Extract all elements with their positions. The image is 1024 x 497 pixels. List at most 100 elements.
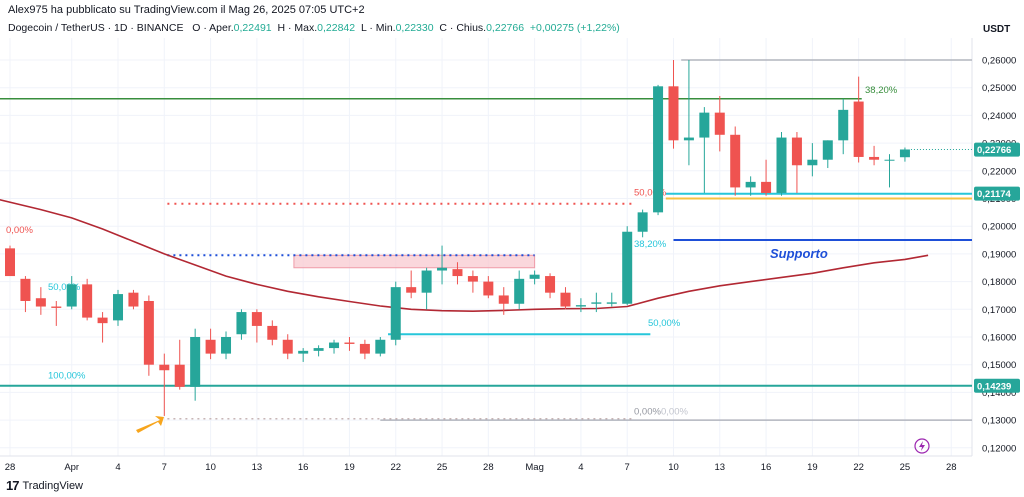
close-label: C · Chius. [439,22,487,34]
price-axis-tick: 0,19000 [982,249,1016,260]
time-axis-tick: 13 [714,462,725,473]
price-axis-tick: 0,20000 [982,222,1016,233]
candle-body-down [560,292,571,307]
candle-body-down [205,339,216,354]
time-axis-tick: Mag [525,462,543,473]
lightning-bolt-icon [919,441,925,451]
price-axis-tick: 0,25000 [982,83,1016,94]
candle-body-down [143,300,154,365]
brand-name: TradingView [22,479,84,492]
price-axis-tick: 0,26000 [982,56,1016,67]
candle-body-down [498,295,509,304]
candle-body-up [329,342,340,349]
candle-body-up [807,159,818,166]
price-badge [974,186,1020,201]
symbol-name[interactable]: Dogecoin / TetherUS · 1D · BINANCE [8,22,184,34]
price-axis-tick: 0,13000 [982,416,1016,427]
candle-body-down [483,281,494,296]
candle-body-down [761,181,772,193]
candle-body-down [714,112,725,135]
lightning-icon [914,438,930,454]
price-axis-tick: 0,24000 [982,111,1016,122]
candle-body-up [390,287,401,340]
candle-body-down [282,339,293,354]
ohlc-legend: Dogecoin / TetherUS · 1D · BINANCE O · A… [8,22,620,34]
fib-label-38-upper: 38,20% [865,85,898,96]
fib-label-38-lower: 38,20% [634,239,667,250]
fib-label-50-mid: 50,00% [648,318,681,329]
time-axis-tick: 22 [390,462,401,473]
candle-body-up [838,109,849,141]
fib-label-50-upper: 50,00% [634,188,667,199]
price-axis-tick: 0,22000 [982,166,1016,177]
time-axis-tick: 7 [625,462,630,473]
candle-body-up [653,86,664,213]
candle-body-down [20,278,31,301]
candle-body-up [298,350,309,354]
candle-body-up [66,284,77,307]
price-axis-tick: 0,17000 [982,305,1016,316]
close-value: 0,22766 [486,22,525,34]
time-axis-tick: 4 [115,462,120,473]
time-axis-tick: 25 [900,462,911,473]
time-axis-tick: 19 [344,462,355,473]
time-axis-tick: 13 [252,462,263,473]
time-axis-tick: 16 [298,462,309,473]
candle-body-down [359,343,370,354]
time-axis-tick: Apr [64,462,79,473]
candle-body-up [884,159,895,161]
time-axis-tick: 4 [578,462,583,473]
time-axis-tick: 16 [761,462,772,473]
candle-body-up [637,212,648,232]
candle-body-up [683,137,694,141]
candle-body-up [776,137,787,193]
fib-label-0-mid-b: 0,00% [661,407,688,418]
low-value: 0,22330 [395,22,434,34]
candle-body-down [791,137,802,166]
price-badge-label: 0,22766 [977,145,1011,156]
time-axis-tick: 28 [5,462,16,473]
fib-label-0: 0,00% [6,225,33,236]
candle-body-down [545,276,556,293]
candle-body-down [853,101,864,157]
highlight-box [293,254,536,269]
candle-body-down [128,292,139,307]
price-axis-tick: 0,18000 [982,277,1016,288]
candle-body-down [97,317,108,324]
candle-body-down [159,364,170,371]
price-axis-tick: 0,15000 [982,360,1016,371]
arrow-icon [136,416,164,433]
candle-body-down [467,276,478,282]
candle-body-down [406,287,417,293]
time-axis-tick: 25 [437,462,448,473]
footer-brand: 17 TradingView [6,478,83,493]
time-axis-tick: 10 [205,462,216,473]
candle-body-up [514,278,525,304]
candle-body-up [236,312,247,335]
candle-body-down [251,312,262,326]
time-axis-tick: 28 [483,462,494,473]
candle-body-up [822,140,833,160]
candle-body-down [344,342,355,344]
time-axis-tick: 28 [946,462,957,473]
candle-body-up [313,348,324,351]
tradingview-logo-icon: 17 [6,478,20,493]
high-value: 0,22842 [317,22,356,34]
candle-body-down [452,269,463,277]
candle-body-up [622,231,633,304]
moving-average-line [0,198,929,313]
price-badge [974,142,1020,157]
time-axis-tick: 7 [162,462,167,473]
candle-body-down [82,284,93,318]
candle-body-up [437,267,448,271]
candle-body-down [730,134,741,188]
open-label: O · Aper. [192,22,234,34]
candle-body-up [113,294,124,321]
time-axis-tick: 22 [853,462,864,473]
candle-body-up [421,270,432,293]
price-badge [974,378,1020,393]
candle-body-up [899,149,910,158]
open-value: 0,22491 [233,22,272,34]
price-axis-tick: 0,12000 [982,443,1016,454]
